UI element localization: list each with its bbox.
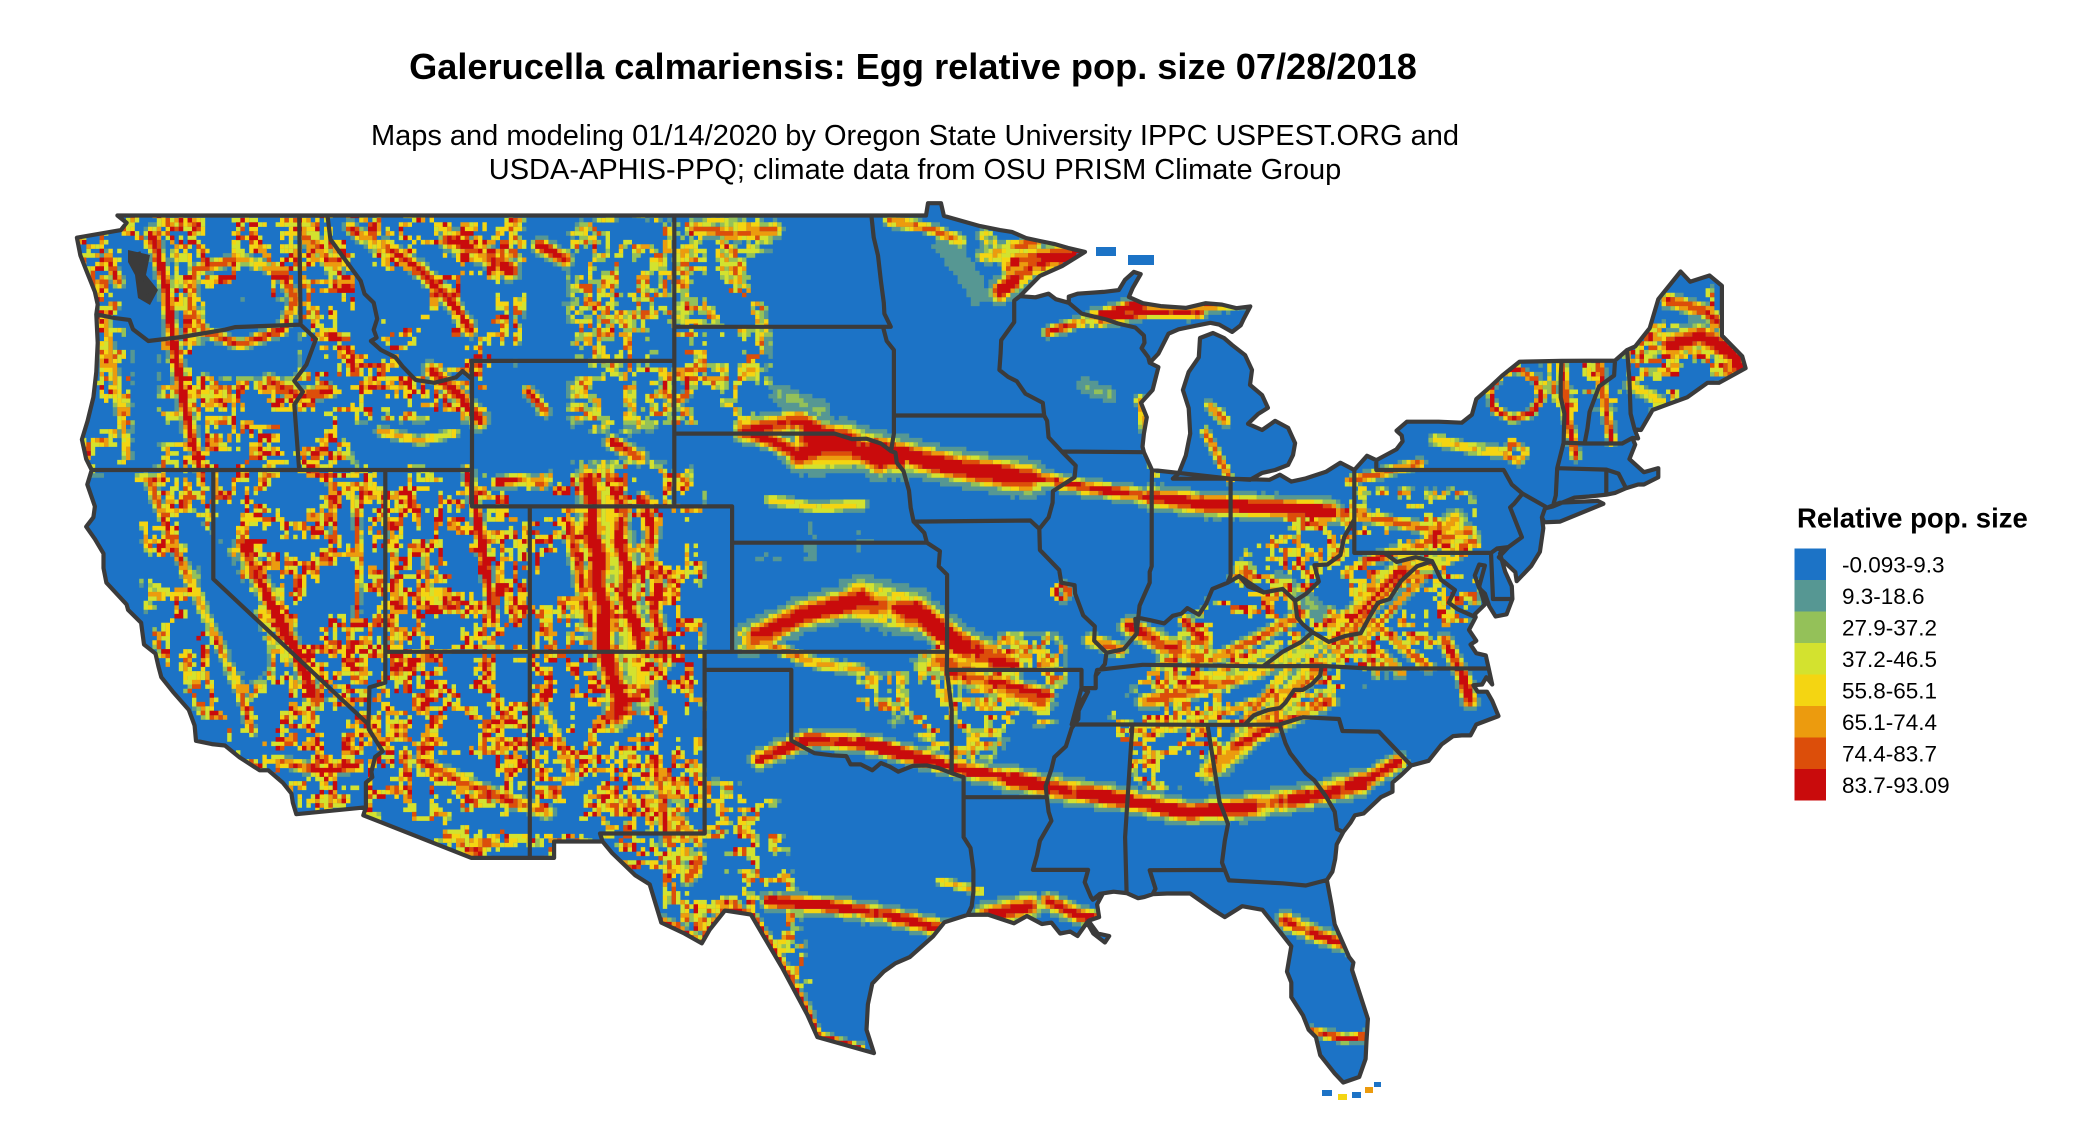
svg-text:USDA-APHIS-PPQ; climate data f: USDA-APHIS-PPQ; climate data from OSU PR… [489,154,1342,186]
svg-text:9.3-18.6: 9.3-18.6 [1842,584,1925,609]
svg-text:Maps and modeling 01/14/2020 b: Maps and modeling 01/14/2020 by Oregon S… [371,120,1459,152]
svg-text:27.9-37.2: 27.9-37.2 [1842,615,1937,640]
svg-text:74.4-83.7: 74.4-83.7 [1842,741,1937,766]
svg-text:-0.093-9.3: -0.093-9.3 [1842,552,1945,577]
svg-text:83.7-93.09: 83.7-93.09 [1842,773,1950,798]
svg-text:37.2-46.5: 37.2-46.5 [1842,647,1937,672]
svg-text:Relative pop. size: Relative pop. size [1797,503,2028,534]
svg-text:55.8-65.1: 55.8-65.1 [1842,678,1937,703]
svg-text:Galerucella calmariensis: Egg: Galerucella calmariensis: Egg relative p… [409,46,1417,87]
svg-text:65.1-74.4: 65.1-74.4 [1842,710,1937,735]
